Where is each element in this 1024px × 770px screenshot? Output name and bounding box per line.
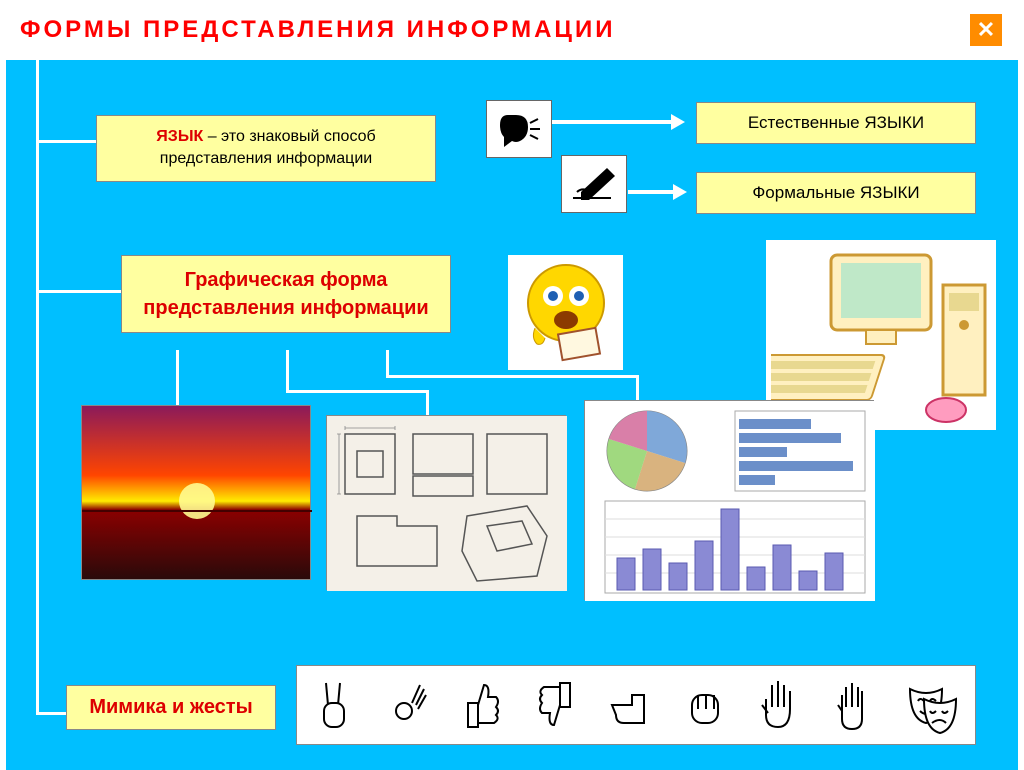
thumbs-up-icon [458,675,506,735]
ok-hand-icon [384,675,432,735]
technical-drawing-image [326,415,566,590]
graphic-form-box: Графическая форма представления информац… [121,255,451,333]
mimic-gestures-box: Мимика и жесты [66,685,276,730]
close-button[interactable]: ✕ [968,12,1004,48]
thumbs-down-icon [532,675,580,735]
vbar-chart-icon [605,501,865,593]
theatre-masks-icon [902,675,962,735]
writing-hand-icon [561,155,627,213]
pointing-hand-icon [606,675,654,735]
pie-chart-icon [607,411,687,491]
fist-hand-icon [680,675,728,735]
charts-panel [584,400,874,600]
diagram-canvas: ЯЗЫК – это знаковый способ представления… [6,60,1018,770]
hand-gestures-panel [296,665,976,745]
page-title: ФОРМЫ ПРЕДСТАВЛЕНИЯ ИНФОРМАЦИИ [20,16,615,44]
peace-hand-icon [310,675,358,735]
language-box: ЯЗЫК – это знаковый способ представления… [96,115,436,182]
speaking-head-icon [486,100,552,158]
language-keyword: ЯЗЫК [156,128,203,145]
reading-emoji-icon [508,255,623,370]
raised-hand-icon [828,675,876,735]
sunset-image [81,405,311,580]
natural-languages-box: Естественные ЯЗЫКИ [696,102,976,144]
spread-hand-icon [754,675,802,735]
formal-languages-box: Формальные ЯЗЫКИ [696,172,976,214]
hbar-chart-icon [735,411,865,491]
